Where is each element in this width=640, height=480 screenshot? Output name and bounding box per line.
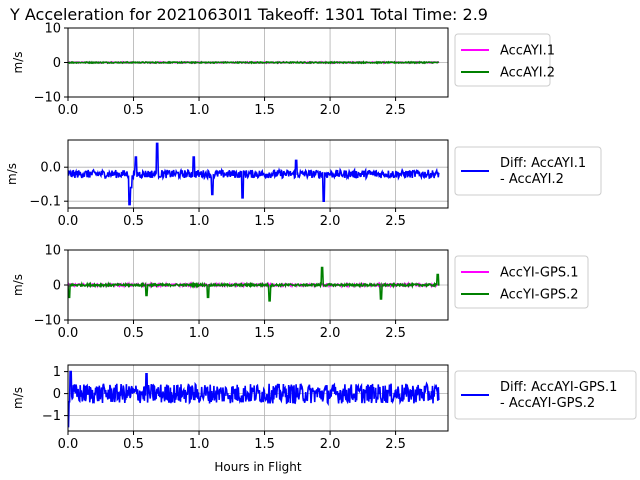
legend-box (454, 146, 602, 196)
x-tick-label: 2.5 (385, 326, 406, 341)
y-tick-label: 10 (44, 22, 61, 37)
chart-title: Y Acceleration for 20210630I1 Takeoff: 1… (9, 5, 488, 24)
y-tick-label: 0 (53, 279, 61, 294)
series-line-2 (68, 60, 439, 65)
x-tick-label: 0.5 (123, 214, 144, 229)
y-tick-label: 0 (53, 56, 61, 71)
panel-2: 0.0 0.5 1.0 1.5 2.0 2.5 0.0 −0.1 m/s Diff: AccAYI… (5, 139, 602, 229)
panel-3: 0.0 0.5 1.0 1.5 2.0 2.5100−10m/sAccYI-GPS.1Ac… (11, 244, 589, 341)
legend: AccYI-GPS.1 AccYI-GPS.2 (454, 255, 589, 309)
series-line-1 (68, 142, 440, 206)
legend-label: AccYI-GPS.1 (500, 266, 578, 281)
x-tick-label: 0.5 (123, 103, 144, 118)
x-tick-label: 0.0 (58, 326, 79, 341)
y-axis-label: m/s (5, 163, 19, 185)
legend-label: - AccAYI.2 (500, 172, 564, 187)
panel-4: 0.0 0.5 1.0 1.5 2.0 2.5 1 0 −1 m/s Diff: AccAYI-GP… (11, 364, 637, 452)
x-tick-label: 0.0 (58, 103, 79, 118)
x-tick-label: 2.0 (320, 326, 341, 341)
x-tick-label: 0.0 (58, 214, 79, 229)
y-axis-label: m/s (11, 274, 25, 296)
legend-label: Diff: AccAYI.1 (500, 156, 586, 171)
x-tick-label: 0.5 (123, 437, 144, 452)
legend: AccAYI.1 AccAYI.2 (454, 33, 555, 87)
legend: Diff: AccAYI.1- AccAYI.2 (454, 146, 602, 196)
x-tick-label: 0.0 (58, 437, 79, 452)
x-tick-label: 2.5 (385, 437, 406, 452)
y-tick-label: 0 (53, 387, 61, 402)
y-tick-label: −10 (34, 314, 61, 329)
legend: Diff: AccAYI-GPS.1- AccAYI-GPS.2 (454, 370, 637, 420)
legend-box (454, 370, 637, 420)
x-tick-label: 2.0 (320, 103, 341, 118)
x-axis-label: Hours in Flight (214, 460, 302, 474)
x-tick-label: 2.5 (385, 214, 406, 229)
legend-label: AccYI-GPS.2 (500, 288, 578, 303)
x-tick-label: 1.0 (189, 437, 210, 452)
y-axis-label: m/s (11, 52, 25, 74)
axes-frame (67, 364, 449, 432)
y-tick-label: 0.0 (40, 161, 61, 176)
legend-label: AccAYI.1 (500, 44, 555, 59)
x-tick-label: 1.5 (254, 437, 275, 452)
x-tick-label: 1.5 (254, 103, 275, 118)
x-tick-label: 1.5 (254, 326, 275, 341)
x-tick-label: 1.0 (189, 326, 210, 341)
x-tick-label: 0.5 (123, 326, 144, 341)
y-tick-label: −0.1 (29, 195, 61, 210)
axes-frame (67, 139, 449, 209)
x-tick-label: 1.0 (189, 103, 210, 118)
y-axis-label: m/s (11, 387, 25, 409)
series-line-2 (68, 266, 440, 302)
y-tick-label: −10 (34, 91, 61, 106)
y-tick-label: 1 (53, 365, 61, 380)
x-tick-label: 2.0 (320, 214, 341, 229)
y-tick-label: −1 (42, 409, 61, 424)
legend-label: AccAYI.2 (500, 66, 555, 81)
y-tick-label: 10 (44, 244, 61, 259)
panel-1: 0.0 0.5 1.0 1.5 2.0 2.5100−10m/sAccAYI.1AccAY… (11, 22, 555, 119)
series-line-1 (68, 370, 440, 428)
x-tick-label: 2.0 (320, 437, 341, 452)
x-tick-label: 1.0 (189, 214, 210, 229)
x-tick-label: 2.5 (385, 103, 406, 118)
legend-label: - AccAYI-GPS.2 (500, 396, 595, 411)
legend-label: Diff: AccAYI-GPS.1 (500, 380, 617, 395)
x-tick-label: 1.5 (254, 214, 275, 229)
